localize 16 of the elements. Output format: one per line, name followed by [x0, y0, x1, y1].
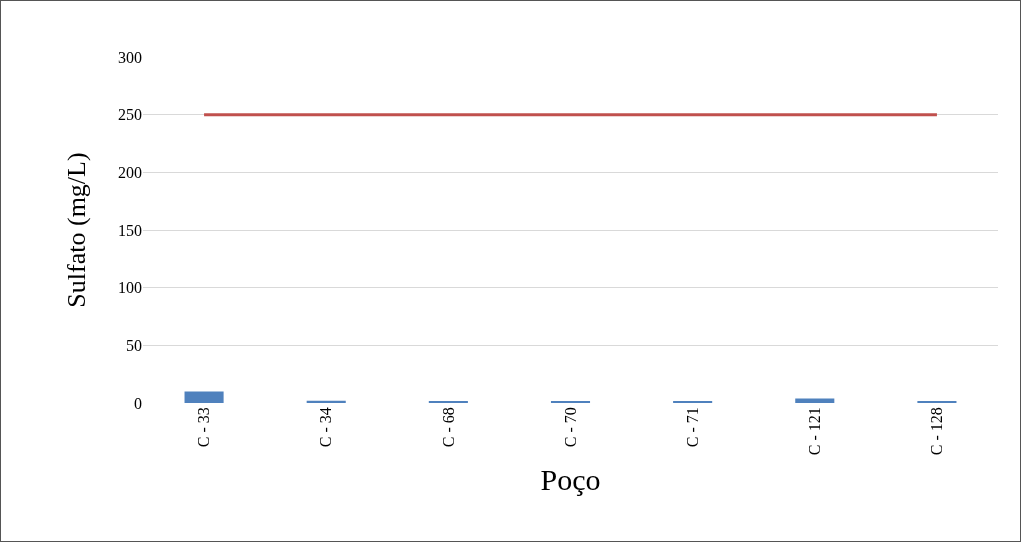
x-tick-label: C - 68: [439, 407, 457, 448]
x-tick-label: C - 33: [195, 407, 213, 448]
x-tick-label: C - 34: [317, 407, 335, 448]
y-tick-label: 150: [118, 221, 142, 239]
x-tick-label: C - 121: [805, 407, 823, 456]
x-tick-label: C - 128: [928, 407, 946, 456]
y-tick-label: 300: [118, 48, 142, 66]
y-tick-label: 250: [118, 106, 142, 124]
x-tick-label: C - 71: [683, 407, 701, 448]
y-tick-label: 0: [134, 394, 142, 412]
x-axis-title: Poço: [540, 462, 601, 496]
y-tick-label: 200: [118, 163, 142, 181]
y-tick-label: 50: [126, 336, 142, 354]
y-tick-label: 100: [118, 279, 142, 297]
y-axis-title: Sulfato (mg/L): [62, 152, 92, 308]
x-tick-label: C - 70: [561, 407, 579, 448]
